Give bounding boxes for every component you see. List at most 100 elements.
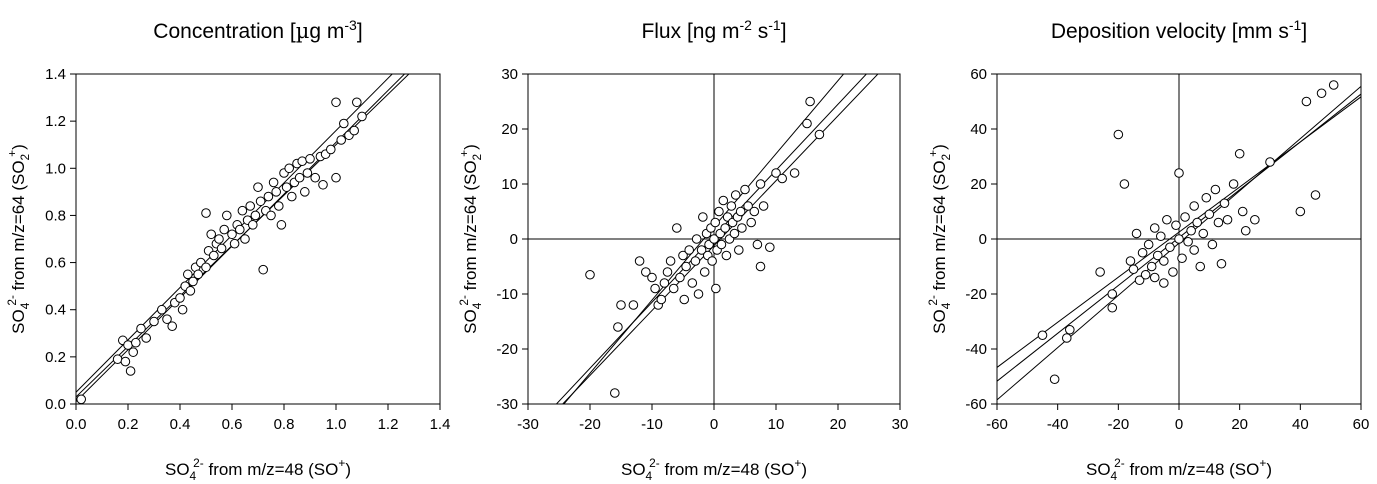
data-point [219, 224, 229, 235]
data-point [665, 256, 676, 266]
data-point [201, 262, 211, 273]
data-point [771, 168, 781, 178]
data-point [302, 168, 313, 178]
data-point [749, 206, 760, 217]
data-point [206, 229, 216, 240]
data-point [263, 191, 274, 202]
data-point [128, 347, 138, 357]
x-tick-label: 0.6 [222, 416, 243, 433]
data-point [1065, 324, 1075, 335]
x-tick-label: -20 [1107, 416, 1129, 433]
data-point [214, 234, 224, 244]
y-tick-label: -10 [496, 286, 518, 303]
data-point [300, 187, 310, 197]
data-point [1183, 236, 1193, 247]
data-point [310, 172, 321, 183]
data-point [735, 206, 746, 217]
x-tick-label: 60 [1353, 416, 1370, 433]
data-point [616, 300, 626, 310]
data-point [352, 97, 362, 108]
data-point [1168, 267, 1178, 277]
data-point [1219, 198, 1230, 209]
data-point [777, 173, 788, 184]
data-point [1328, 80, 1339, 90]
x-tick-label: 1.4 [430, 416, 451, 433]
data-point [691, 234, 702, 244]
chart-panel-3: Deposition velocity [mm s-1] -60 -40 -20 0 20… [926, 17, 1369, 483]
data-point [268, 177, 279, 188]
y-axis-label: SO42- from m/z=64 (SO2+) [5, 144, 32, 334]
x-axis-label: SO42- from m/z=48 (SO+) [1086, 456, 1272, 483]
data-point [177, 304, 188, 315]
y-tick-label: 0.4 [45, 302, 66, 319]
data-point [1189, 201, 1199, 211]
data-point [1213, 217, 1224, 228]
x-tick-label: -20 [579, 416, 601, 433]
data-point [672, 223, 682, 233]
data-point [726, 201, 737, 211]
data-point [789, 168, 800, 178]
data-point [1240, 225, 1251, 236]
y-tick-label: 0.8 [45, 207, 66, 224]
data-point [1128, 264, 1139, 275]
data-point [326, 144, 336, 155]
data-point [1149, 223, 1160, 233]
data-point [1174, 168, 1184, 178]
data-point [318, 179, 328, 190]
data-point [339, 118, 349, 129]
data-point [1210, 184, 1221, 195]
fit-band-upper [76, 74, 393, 393]
data-point [814, 129, 825, 140]
data-point [183, 269, 193, 280]
data-point [149, 316, 159, 327]
data-point [274, 201, 284, 211]
data-point [1095, 267, 1105, 277]
data-point [1152, 250, 1163, 261]
y-tick-label: -20 [496, 341, 518, 358]
x-tick-label: -10 [641, 416, 663, 433]
y-tick-label: 1.2 [45, 113, 66, 130]
data-point [698, 212, 708, 222]
chart-panel-2: Flux [ng m-2 s-1] -30 -20 -10 0 10 20 30 -30 -20 -… [457, 17, 909, 483]
data-point [305, 154, 315, 164]
x-tick-label: 40 [1292, 416, 1309, 433]
data-point [1186, 225, 1196, 236]
x-tick-label: 0 [1175, 416, 1183, 433]
data-point [1250, 214, 1260, 225]
data-point [687, 278, 698, 288]
data-point [710, 217, 721, 228]
x-tick-label: 10 [768, 416, 785, 433]
data-point [714, 206, 724, 217]
data-point [765, 242, 775, 253]
data-point [1159, 278, 1169, 288]
data-point [248, 220, 258, 230]
chart-title: Flux [ng m-2 s-1] [641, 17, 786, 43]
data-point [737, 223, 747, 233]
data-point [647, 272, 657, 283]
data-point [1137, 247, 1148, 258]
x-tick-label: 20 [1231, 416, 1248, 433]
data-point [1165, 242, 1175, 253]
y-tick-label: 0.2 [45, 349, 66, 366]
x-tick-label: 30 [892, 416, 909, 433]
y-tick-label: 1.4 [45, 66, 66, 83]
data-point [755, 261, 766, 272]
chart-panel-1: Concentration [µg m-3] 0.0 0.2 0.4 0.6 0.8 1.0… [5, 17, 450, 483]
y-tick-label: 1.0 [45, 160, 66, 177]
y-tick-label: 0.6 [45, 255, 66, 272]
data-point [707, 256, 717, 266]
x-tick-label: -60 [986, 416, 1008, 433]
y-tick-label: 60 [970, 66, 987, 83]
y-tick-label: 20 [970, 176, 987, 193]
data-point [746, 217, 757, 228]
data-point [1301, 96, 1312, 107]
data-point [1125, 256, 1136, 266]
data-point [287, 191, 297, 202]
y-tick-label: 0 [979, 231, 987, 248]
data-point [1204, 209, 1215, 220]
x-tick-label: 1.0 [326, 416, 347, 433]
data-point [634, 256, 645, 266]
data-point [250, 210, 261, 221]
data-point [157, 304, 167, 315]
